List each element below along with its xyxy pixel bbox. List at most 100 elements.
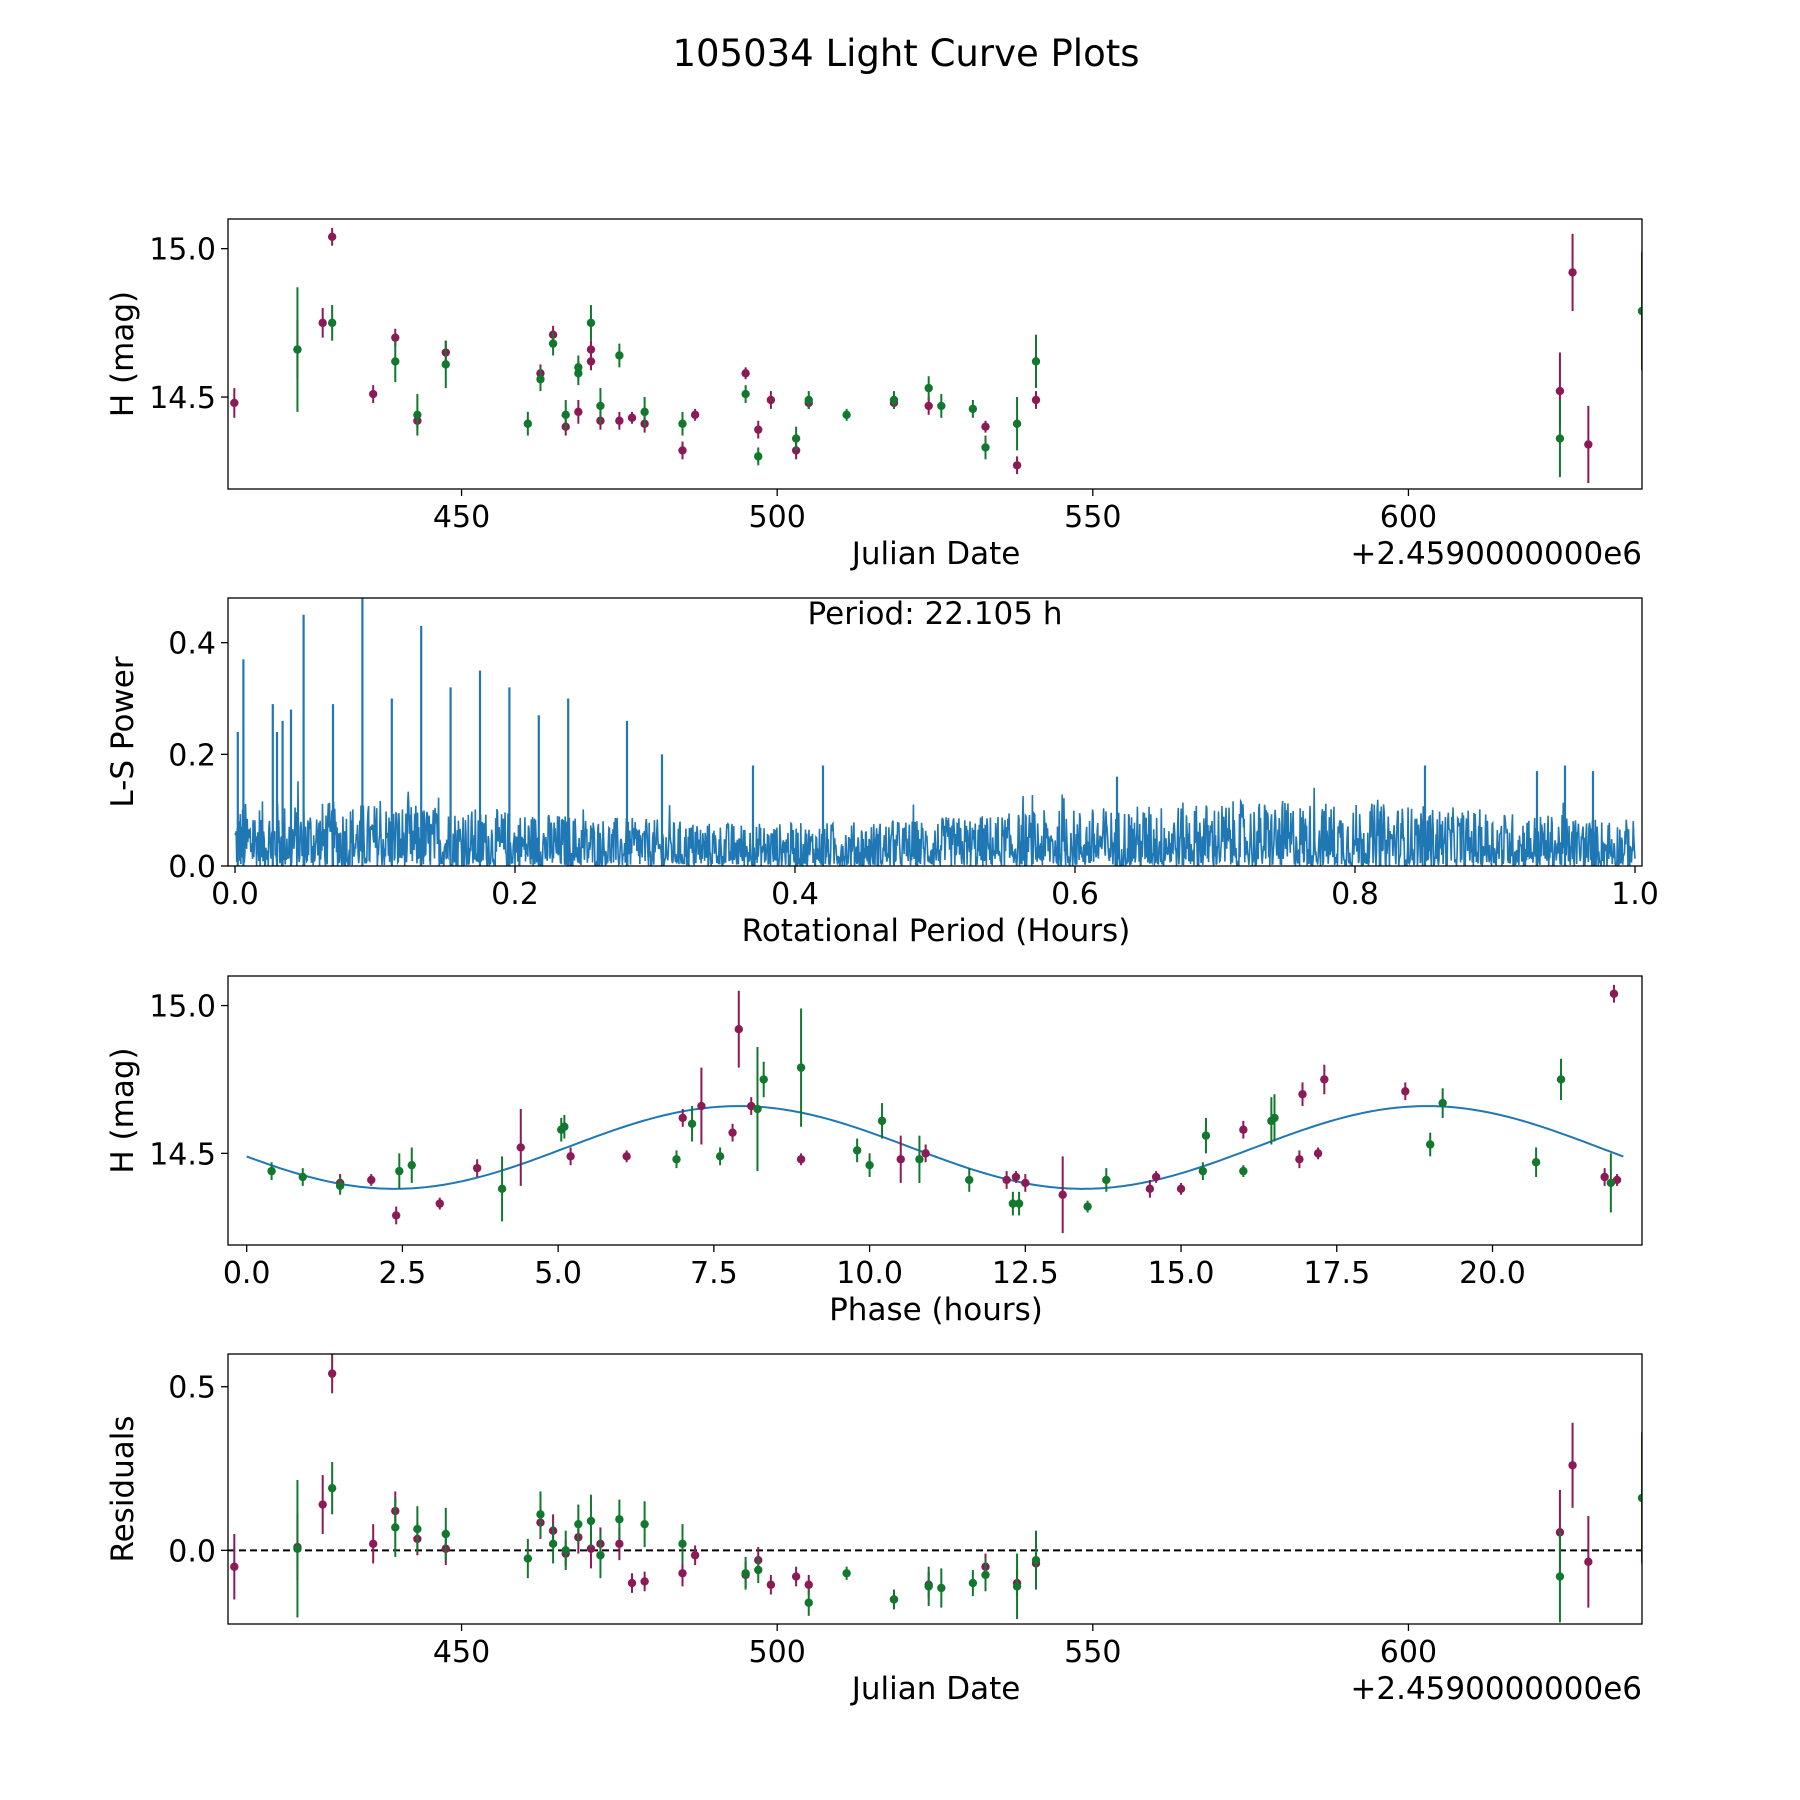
data-point [1031,1555,1041,1565]
periodogram-line [234,781,1636,866]
residuals-series_a-series [230,1354,1593,1610]
x-tick-label: 20.0 [1459,1256,1526,1291]
data-point [1270,1113,1279,1123]
data-point [1083,1202,1092,1211]
data-point [1239,1166,1248,1176]
x-tick-label: 1.0 [1611,877,1659,912]
y-tick-label: 14.5 [149,1137,216,1172]
data-point [1637,306,1642,316]
data-point [965,1175,974,1185]
y-tick-label: 0.5 [168,1371,216,1406]
data-point [640,1577,649,1586]
data-point [804,1598,813,1607]
lightcurve-panel: 450 500 550 600 14.5 15.0 Julian Date H (mag) +2… [105,218,1643,572]
residuals-x-axis-label: Julian Date [850,1671,1021,1707]
data-point [1151,1172,1161,1182]
residuals-x-offset-label: +2.4590000000e6 [1350,1671,1642,1707]
data-point [230,1562,239,1571]
lightcurve-series_a-series [230,227,1593,484]
data-point [981,1570,990,1580]
periodogram-panel: Period: 22.105 h 0.0 0.2 0.4 0.6 0.8 1.0 0.0 0.2… [105,596,1659,949]
data-point [536,1510,545,1519]
data-point [293,1544,302,1553]
x-tick-label: 600 [1380,500,1437,535]
data-point [1239,1125,1248,1134]
data-point [741,1569,750,1578]
data-point [368,1539,378,1549]
data-point [697,1101,706,1111]
phased-y-axis-label: H (mag) [105,1047,141,1173]
data-point [753,1104,762,1114]
data-point [981,422,990,431]
data-point [678,1113,687,1123]
x-tick-label: 500 [749,500,806,535]
data-point [391,357,400,366]
data-point [687,1119,697,1129]
data-point [1531,1158,1541,1167]
data-point [523,419,533,428]
x-tick-label: 12.5 [992,1256,1059,1291]
x-tick-label: 15.0 [1148,1256,1215,1291]
data-point [1584,440,1593,449]
data-point [678,1539,687,1549]
x-tick-label: 5.0 [534,1256,582,1291]
x-tick-label: 450 [433,500,490,535]
data-point [1176,1184,1186,1194]
data-point [548,1539,558,1549]
data-point [1002,1175,1011,1185]
data-point [754,452,763,461]
data-point [413,410,422,420]
data-point [865,1160,874,1170]
fit-curve [246,1105,1624,1190]
y-tick-label: 0.4 [168,627,216,662]
data-point [1320,1075,1329,1084]
data-point [1637,1493,1642,1503]
data-point [293,345,302,354]
data-point [1438,1098,1447,1108]
y-tick-label: 0.0 [168,1534,216,1569]
data-point [968,1578,978,1588]
data-point [327,318,337,328]
data-point [877,1116,887,1126]
data-point [1295,1155,1304,1164]
data-point [586,357,596,366]
data-point [791,434,801,443]
data-point [1555,434,1565,443]
residuals-y-axis-label: Residuals [105,1415,141,1562]
data-point [1555,386,1565,396]
data-point [1011,1172,1021,1182]
data-point [327,1369,337,1378]
data-point [574,407,583,417]
x-tick-label: 550 [1064,500,1121,535]
x-tick-label: 450 [433,1635,490,1670]
data-point [741,369,750,378]
lightcurve-x-offset-label: +2.4590000000e6 [1350,536,1642,572]
x-tick-label: 17.5 [1303,1256,1370,1291]
data-point [640,1519,649,1529]
data-point [889,1595,899,1604]
data-point [391,1211,401,1220]
data-point [441,360,450,369]
lightcurve-frame [227,218,1643,490]
data-point [1031,395,1041,405]
data-point [536,375,545,384]
x-tick-label: 0.0 [211,877,259,912]
data-point [1198,1166,1208,1176]
data-point [627,1578,637,1588]
periodogram-x-axis-label: Rotational Period (Hours) [742,913,1131,949]
data-point [391,1523,400,1532]
data-point [472,1163,482,1173]
data-point [548,339,558,348]
data-point [298,1172,307,1182]
data-point [766,1580,776,1589]
data-point [937,1583,946,1593]
data-point [672,1155,681,1164]
figure-title: 105034 Light Curve Plots [672,32,1139,75]
data-point [327,1483,337,1493]
data-point [497,1184,507,1194]
periodogram-y-axis-label: L-S Power [105,656,141,807]
data-point [622,1152,631,1161]
lightcurve-plot-area [230,227,1642,484]
data-point [367,1175,376,1185]
